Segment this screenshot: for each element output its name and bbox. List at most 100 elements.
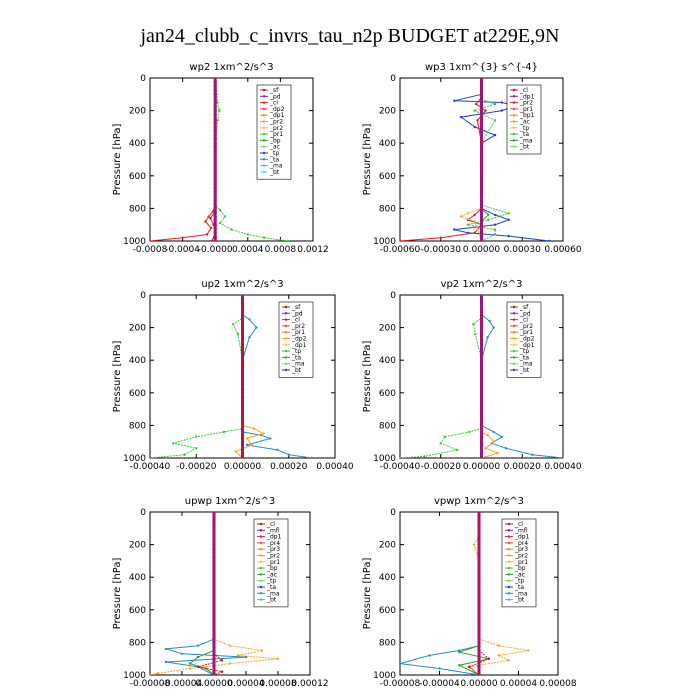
y-axis-label: Pressure [hPa] <box>112 124 123 196</box>
legend-marker <box>262 145 266 148</box>
data-point <box>487 213 490 217</box>
data-point <box>181 236 184 239</box>
legend-marker <box>512 318 516 321</box>
zero-profile-marker <box>479 157 484 162</box>
zero-profile-marker <box>240 334 245 338</box>
zero-profile-marker <box>477 526 481 530</box>
zero-profile-marker <box>240 395 245 399</box>
zero-profile-marker <box>477 600 481 604</box>
zero-profile-marker <box>240 297 245 301</box>
plot-frame <box>149 511 311 676</box>
legend-marker <box>512 101 516 104</box>
zero-profile-marker <box>479 161 484 166</box>
legend-entry: _pr1 <box>291 329 305 336</box>
legend-entry: _pr2 <box>519 100 533 107</box>
legend-marker <box>259 566 263 570</box>
y-axis-label: Pressure [hPa] <box>362 124 373 196</box>
legend-entry: _ac <box>266 571 277 578</box>
zero-profile-marker <box>479 137 484 141</box>
data-point <box>473 220 476 223</box>
zero-profile-marker <box>240 338 245 342</box>
legend-marker <box>512 343 516 346</box>
y-tick-label: 600 <box>379 389 396 399</box>
data-point <box>493 223 497 226</box>
series-line-ac <box>188 512 215 675</box>
zero-profile-marker <box>212 669 216 673</box>
zero-profile-marker <box>479 313 484 317</box>
zero-profile-marker <box>212 522 216 526</box>
data-point <box>195 447 198 450</box>
data-point <box>246 233 249 236</box>
legend-entry: _ta <box>519 131 529 138</box>
data-point <box>443 435 447 439</box>
y-tick-label: 400 <box>129 573 146 583</box>
zero-profile-marker <box>240 448 245 452</box>
zero-profile-marker <box>212 567 216 571</box>
data-point <box>248 336 251 339</box>
zero-profile-marker <box>213 96 217 100</box>
zero-profile-marker <box>213 149 217 153</box>
zero-profile-marker <box>213 206 217 210</box>
zero-profile-marker <box>477 567 481 571</box>
zero-profile-marker <box>479 149 484 153</box>
legend-entry: _bt <box>291 367 302 374</box>
zero-profile-marker <box>240 415 245 419</box>
legend-entry: _bp <box>514 565 526 572</box>
data-point <box>497 644 500 647</box>
legend-entry: _ac <box>269 144 280 151</box>
data-point <box>473 109 476 112</box>
data-point <box>209 216 212 220</box>
legend-marker <box>284 349 288 353</box>
zero-profile-marker <box>213 109 217 113</box>
zero-profile-marker <box>479 170 484 174</box>
data-point <box>262 236 266 239</box>
data-point <box>466 212 470 215</box>
data-point <box>507 659 510 662</box>
legend-entry: _bt <box>266 597 277 604</box>
x-tick-label: -0.00004 <box>162 679 203 689</box>
series-line-dp1 <box>400 78 487 241</box>
legend-entry: _pr4 <box>514 540 528 547</box>
zero-profile-marker <box>479 223 484 227</box>
data-point <box>474 102 478 106</box>
zero-profile-marker <box>477 673 481 675</box>
panel-title: vpwp 1xm^2/s^3 <box>434 496 524 507</box>
legend-entry: _dp1 <box>269 112 285 119</box>
x-tick-label: 0.00060 <box>544 245 581 255</box>
series-group <box>150 512 280 675</box>
zero-profile-marker <box>213 92 217 96</box>
zero-profile-marker <box>479 117 484 121</box>
zero-profile-marker <box>213 198 217 202</box>
zero-profile-marker <box>240 452 245 456</box>
zero-profile-marker <box>479 411 484 415</box>
legend: _cl_mfl_dp1_pr4_pr3_pr2_pr1_bp_ac_tp_ta_… <box>501 518 537 608</box>
data-point <box>474 332 477 336</box>
legend-marker <box>262 132 266 136</box>
zero-profile-marker <box>212 583 216 587</box>
data-point <box>188 667 192 670</box>
legend-marker <box>259 529 263 532</box>
legend-entry: _ac <box>514 571 525 578</box>
zero-profile-marker <box>477 547 481 551</box>
zero-profile-marker <box>477 534 481 539</box>
zero-profile-marker <box>212 608 216 612</box>
zero-profile-marker <box>479 301 484 305</box>
data-point <box>492 440 495 443</box>
legend-entry: _tp <box>266 578 276 585</box>
zero-profile-marker <box>479 326 484 330</box>
y-tick-label: 0 <box>390 508 396 518</box>
zero-profile-marker <box>479 174 484 178</box>
data-point <box>236 332 240 336</box>
zero-profile-marker <box>477 669 481 673</box>
zero-profile-marker <box>479 206 484 210</box>
zero-profile-marker <box>479 153 484 158</box>
data-point <box>493 119 497 122</box>
x-tick-label: 0.00004 <box>227 679 264 689</box>
data-point <box>196 644 200 647</box>
zero-profile-marker <box>213 84 217 88</box>
legend-marker <box>259 535 263 538</box>
legend-marker <box>262 114 266 117</box>
y-tick-label: 800 <box>129 204 146 214</box>
legend: _cl_mfl_dp1_pr4_pr3_pr2_pr1_bp_ac_tp_ta_… <box>253 518 289 608</box>
zero-profile-marker <box>212 600 216 604</box>
